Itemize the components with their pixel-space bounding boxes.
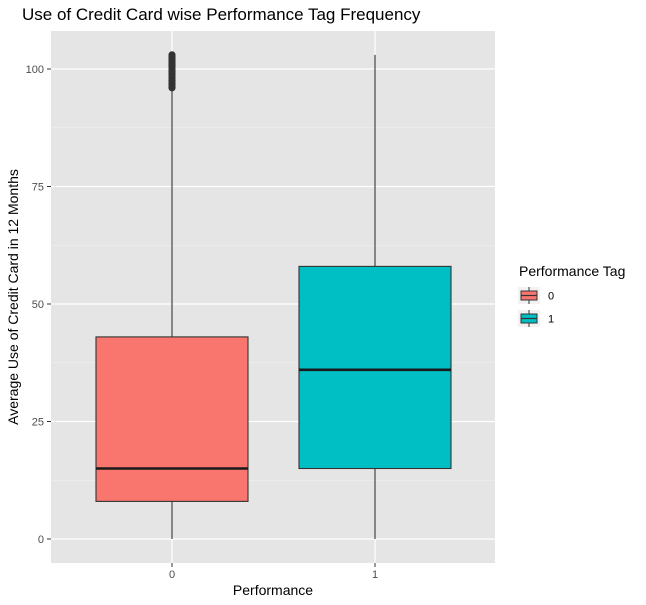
iqr-box	[95, 336, 249, 502]
legend-label: 1	[548, 314, 554, 326]
chart-title: Use of Credit Card wise Performance Tag …	[22, 5, 421, 24]
legend-label: 0	[548, 291, 554, 303]
legend-key-0	[518, 287, 540, 304]
legend-key-1	[518, 310, 540, 327]
x-tick-label: 0	[169, 569, 175, 581]
y-axis-title: Average Use of Credit Card in 12 Months	[5, 169, 21, 425]
y-tick-label: 100	[26, 64, 44, 76]
x-tick-label: 1	[372, 569, 378, 581]
boxes	[95, 51, 452, 539]
outlier-point	[168, 51, 176, 59]
y-tick-label: 50	[32, 299, 44, 311]
legend-title: Performance Tag	[519, 263, 625, 279]
y-tick-label: 25	[32, 417, 44, 429]
iqr-box	[298, 265, 452, 470]
box-1	[298, 54, 452, 539]
box-0	[95, 51, 249, 539]
y-tick-label: 0	[38, 534, 44, 546]
y-axis-ticks: 0 25 50 75 100	[26, 64, 51, 546]
x-axis-title: Performance	[233, 582, 313, 598]
legend: Performance Tag 0 1	[518, 263, 625, 327]
y-tick-label: 75	[32, 182, 44, 194]
